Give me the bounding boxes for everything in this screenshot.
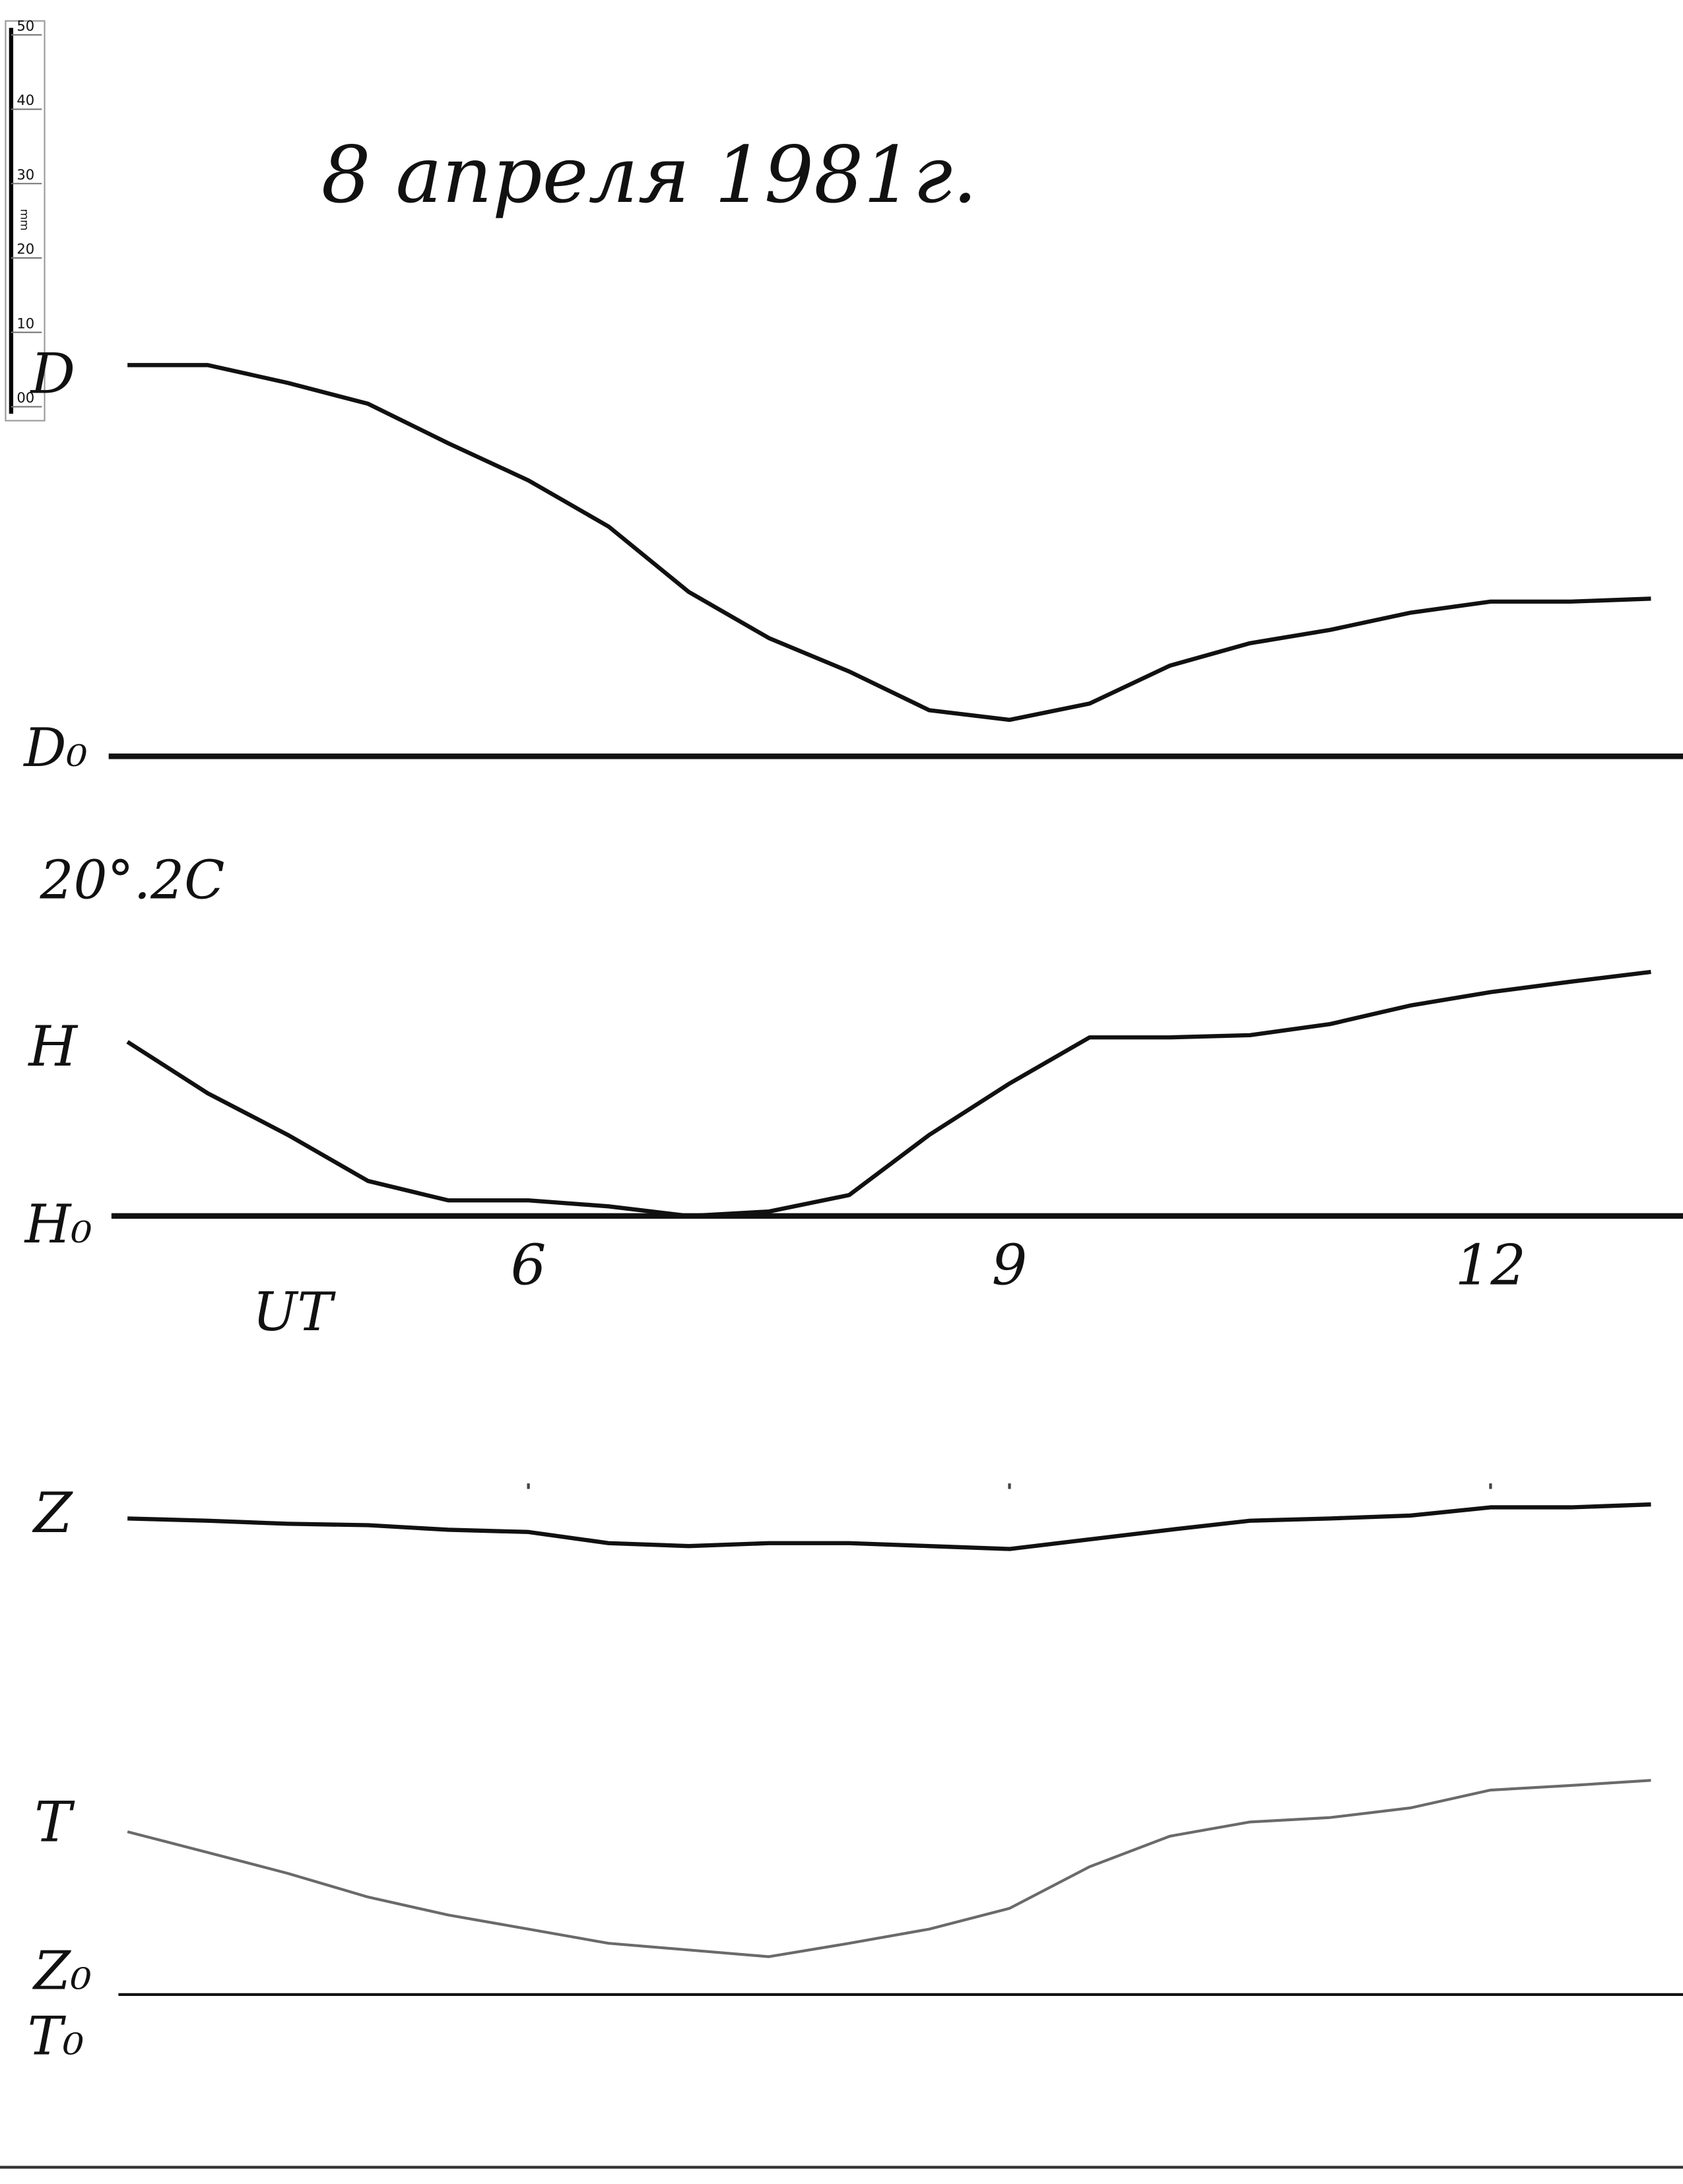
trace xyxy=(126,969,1651,1219)
annotation: 20°.2C xyxy=(40,850,225,911)
trace xyxy=(127,1502,1651,1551)
ruler-tick-label: 10 xyxy=(16,315,34,331)
x-tick-label: 6 xyxy=(511,1233,546,1297)
ruler-tick-label: 00 xyxy=(16,389,34,406)
baseline-label: T₀ xyxy=(28,2006,84,2067)
x-tick-label: 12 xyxy=(1455,1233,1526,1297)
trace xyxy=(127,1779,1651,1958)
ruler-tick-label: 50 xyxy=(16,17,34,34)
trace xyxy=(127,363,1651,723)
series-label: H xyxy=(27,1014,78,1079)
series-label: T xyxy=(34,1790,75,1855)
baseline-label: Z₀ xyxy=(32,1940,92,2001)
baseline-label: D₀ xyxy=(22,717,87,779)
series-label: D xyxy=(29,341,75,406)
ruler-tick-label: 40 xyxy=(16,92,34,108)
ruler-tick-label: 30 xyxy=(16,166,34,183)
ruler-tick-label: 20 xyxy=(16,241,34,257)
baseline-label: H₀ xyxy=(24,1194,92,1255)
x-tick-label: 9 xyxy=(992,1233,1028,1297)
ruler-unit: mm xyxy=(18,209,32,231)
x-axis-label: UT xyxy=(253,1281,337,1343)
series-label: Z xyxy=(32,1481,73,1545)
chart-title: 8 апреля 1981г. xyxy=(321,129,977,220)
